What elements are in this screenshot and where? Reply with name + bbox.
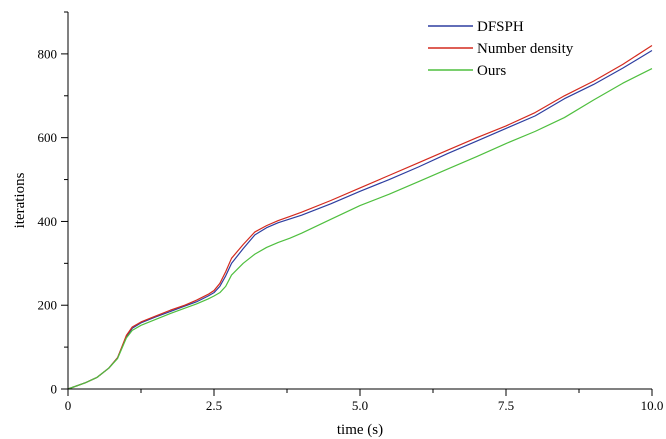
x-tick-label: 0 [65, 398, 72, 413]
series-layer [67, 45, 653, 390]
series-line-2 [67, 45, 653, 390]
legend: DFSPH Number density Ours [428, 19, 574, 79]
y-tick-label: 600 [38, 130, 58, 145]
legend-label: Number density [477, 41, 574, 57]
y-tick-label: 0 [51, 382, 58, 397]
y-tick-label: 200 [38, 298, 58, 313]
series-line-3 [67, 68, 653, 390]
series-line-1 [67, 50, 653, 390]
y-tick-label: 400 [38, 214, 58, 229]
legend-label: Ours [477, 63, 506, 79]
y-axis-title: iterations [12, 172, 28, 228]
y-axis-ticks: 0 200 400 600 800 [38, 11, 68, 397]
x-axis-title: time (s) [337, 422, 383, 438]
x-tick-label: 2.5 [206, 398, 222, 413]
x-tick-label: 10.0 [641, 398, 664, 413]
x-axis-ticks: 0 2.5 5.0 7.5 10.0 [65, 389, 664, 413]
x-tick-label: 7.5 [498, 398, 514, 413]
y-tick-label: 800 [38, 46, 58, 61]
x-tick-label: 5.0 [352, 398, 368, 413]
legend-label: DFSPH [477, 19, 524, 35]
